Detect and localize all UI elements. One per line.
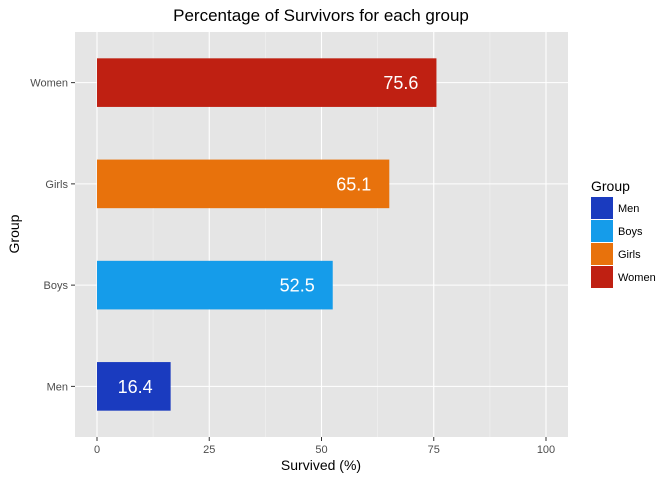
x-axis: 0 25 50 75 100 (94, 437, 555, 456)
x-tick-label: 0 (94, 444, 100, 456)
bar-women (97, 58, 437, 107)
bar-labels: 16.4 52.5 65.1 75.6 (118, 73, 419, 397)
bar-label-girls: 65.1 (336, 174, 371, 194)
bar-boys (97, 260, 333, 310)
legend-label-girls: Girls (618, 249, 641, 261)
y-axis-title: Group (6, 214, 22, 253)
y-tick-label: Men (47, 381, 68, 393)
legend-label-men: Men (618, 203, 639, 215)
y-tick-label: Boys (44, 280, 69, 292)
legend-swatch-girls (591, 243, 613, 265)
chart-title: Percentage of Survivors for each group (173, 6, 469, 25)
bar-label-men: 16.4 (118, 377, 153, 397)
bar-label-boys: 52.5 (280, 276, 315, 296)
legend-title: Group (591, 178, 630, 194)
legend: Group Men Boys Girls Women (591, 178, 656, 288)
x-tick-label: 50 (315, 444, 327, 456)
bar-girls (97, 159, 390, 209)
legend-swatch-men (591, 197, 613, 219)
y-tick-label: Girls (45, 179, 68, 191)
legend-swatch-boys (591, 220, 613, 242)
y-axis: Men Boys Girls Women (30, 78, 75, 393)
bars (97, 58, 437, 411)
legend-swatch-women (591, 266, 613, 288)
legend-label-women: Women (618, 272, 656, 284)
legend-label-boys: Boys (618, 226, 643, 238)
bar-label-women: 75.6 (383, 73, 418, 93)
x-axis-title: Survived (%) (281, 457, 361, 473)
x-tick-label: 75 (428, 444, 440, 456)
y-tick-label: Women (30, 78, 68, 90)
x-tick-label: 100 (537, 444, 555, 456)
bar-men (97, 362, 171, 411)
x-tick-label: 25 (203, 444, 215, 456)
